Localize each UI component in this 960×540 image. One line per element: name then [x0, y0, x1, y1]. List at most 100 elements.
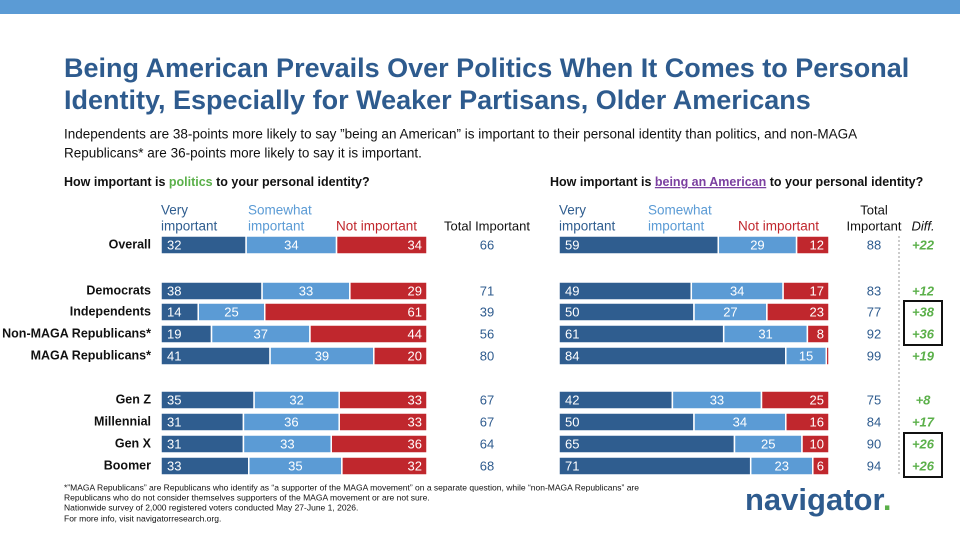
bar-segment — [558, 346, 787, 366]
bar-label: 33 — [167, 458, 181, 473]
bar-segment — [812, 456, 830, 476]
logo-dot: . — [883, 482, 892, 517]
total-value: 92 — [867, 326, 881, 341]
bar-segment — [558, 324, 725, 344]
bar-label: 39 — [315, 348, 329, 363]
bar-label: 17 — [810, 283, 824, 298]
total-value: 77 — [867, 304, 881, 319]
bar-label: 37 — [254, 326, 268, 341]
bar-label: 10 — [810, 436, 824, 451]
legend-label: important — [248, 219, 305, 234]
total-value: 83 — [867, 283, 881, 298]
total-header: Important — [847, 218, 902, 233]
bar-segment — [766, 302, 830, 322]
bar-label: 16 — [810, 414, 824, 429]
bar-segment — [338, 390, 428, 410]
bar-label: 36 — [284, 414, 298, 429]
legend-label: Not important — [738, 219, 819, 234]
bar-label: 33 — [299, 283, 313, 298]
diff-value: +12 — [912, 283, 935, 298]
bar-label: 32 — [167, 237, 181, 252]
diff-value: +17 — [912, 414, 935, 429]
category-label: Gen X — [115, 436, 152, 450]
diff-value: +38 — [912, 304, 935, 319]
bar-label: 33 — [710, 392, 724, 407]
total-header: Total Important — [444, 218, 530, 233]
highlight-box — [903, 300, 943, 346]
bar-label: 35 — [288, 458, 302, 473]
bar-label: 71 — [565, 458, 579, 473]
legend-label: important — [648, 219, 705, 234]
footnote: Republicans who do not consider themselv… — [64, 492, 430, 502]
total-value: 90 — [867, 436, 881, 451]
bar-segment — [801, 434, 830, 454]
total-value: 80 — [480, 348, 494, 363]
bar-label: 6 — [817, 458, 824, 473]
diff-header: Diff. — [911, 218, 934, 233]
footnote: For more info, visit navigatorresearch.o… — [64, 513, 221, 523]
category-label: Democrats — [86, 283, 151, 297]
legend-label: Very — [161, 203, 188, 218]
diff-value: +26 — [912, 458, 935, 473]
highlight-box — [903, 432, 943, 478]
bar-label: 61 — [408, 304, 422, 319]
bar-label: 20 — [408, 348, 422, 363]
bar-label: 34 — [408, 237, 422, 252]
bar-label: 50 — [565, 304, 579, 319]
bar-label: 31 — [167, 414, 181, 429]
chart-title-part: to your personal identity? — [766, 175, 923, 189]
category-label: Millennial — [94, 414, 151, 428]
bar-label: 42 — [565, 392, 579, 407]
chart-title-part: How important is — [64, 175, 169, 189]
chart-title-part: How important is — [550, 175, 655, 189]
bar-label: 44 — [408, 326, 422, 341]
total-value: 88 — [867, 237, 881, 252]
bar-label: 29 — [408, 283, 422, 298]
title: Being American Prevails Over Politics Wh… — [64, 53, 909, 115]
bar-segment — [335, 235, 428, 255]
total-header: Total — [860, 202, 888, 217]
bar-segment — [309, 324, 428, 344]
diff-value: +26 — [912, 436, 935, 451]
top-strip — [0, 0, 960, 14]
bar-label: 84 — [565, 348, 579, 363]
bar-segment — [349, 281, 428, 301]
bar-segment — [558, 235, 720, 255]
bar-segment — [806, 324, 830, 344]
bar-label: 38 — [167, 283, 181, 298]
category-label: Independents — [70, 304, 151, 318]
total-value: 71 — [480, 283, 494, 298]
diff-value: +36 — [912, 326, 935, 341]
title-line: Being American Prevails Over Politics Wh… — [64, 53, 909, 83]
chart-title: How important is politics to your person… — [64, 175, 370, 189]
bar-segment — [785, 412, 830, 432]
bar-label: 25 — [761, 436, 775, 451]
bar-label: 59 — [565, 237, 579, 252]
bar-label: 35 — [167, 392, 181, 407]
total-value: 67 — [480, 414, 494, 429]
bar-segment — [825, 346, 830, 366]
bar-label: 65 — [565, 436, 579, 451]
bar-label: 34 — [730, 283, 744, 298]
bar-label: 29 — [750, 237, 764, 252]
legend-label: Somewhat — [648, 203, 712, 218]
bar-label: 50 — [565, 414, 579, 429]
bar-label: 23 — [775, 458, 789, 473]
category-label: Non-MAGA Republicans* — [2, 326, 151, 340]
legend-label: Somewhat — [248, 203, 312, 218]
bar-label: 25 — [224, 304, 238, 319]
chart-title-part: being an American — [655, 175, 766, 189]
bar-segment — [558, 434, 736, 454]
bar-label: 41 — [167, 348, 181, 363]
bar-label: 49 — [565, 283, 579, 298]
bar-segment — [558, 456, 752, 476]
bar-label: 36 — [408, 436, 422, 451]
bar-label: 33 — [408, 392, 422, 407]
bar-segment — [795, 235, 830, 255]
chart-title-part: politics — [169, 175, 213, 189]
total-value: 75 — [867, 392, 881, 407]
bar-segment — [760, 390, 830, 410]
bar-label: 34 — [733, 414, 747, 429]
total-value: 84 — [867, 414, 881, 429]
